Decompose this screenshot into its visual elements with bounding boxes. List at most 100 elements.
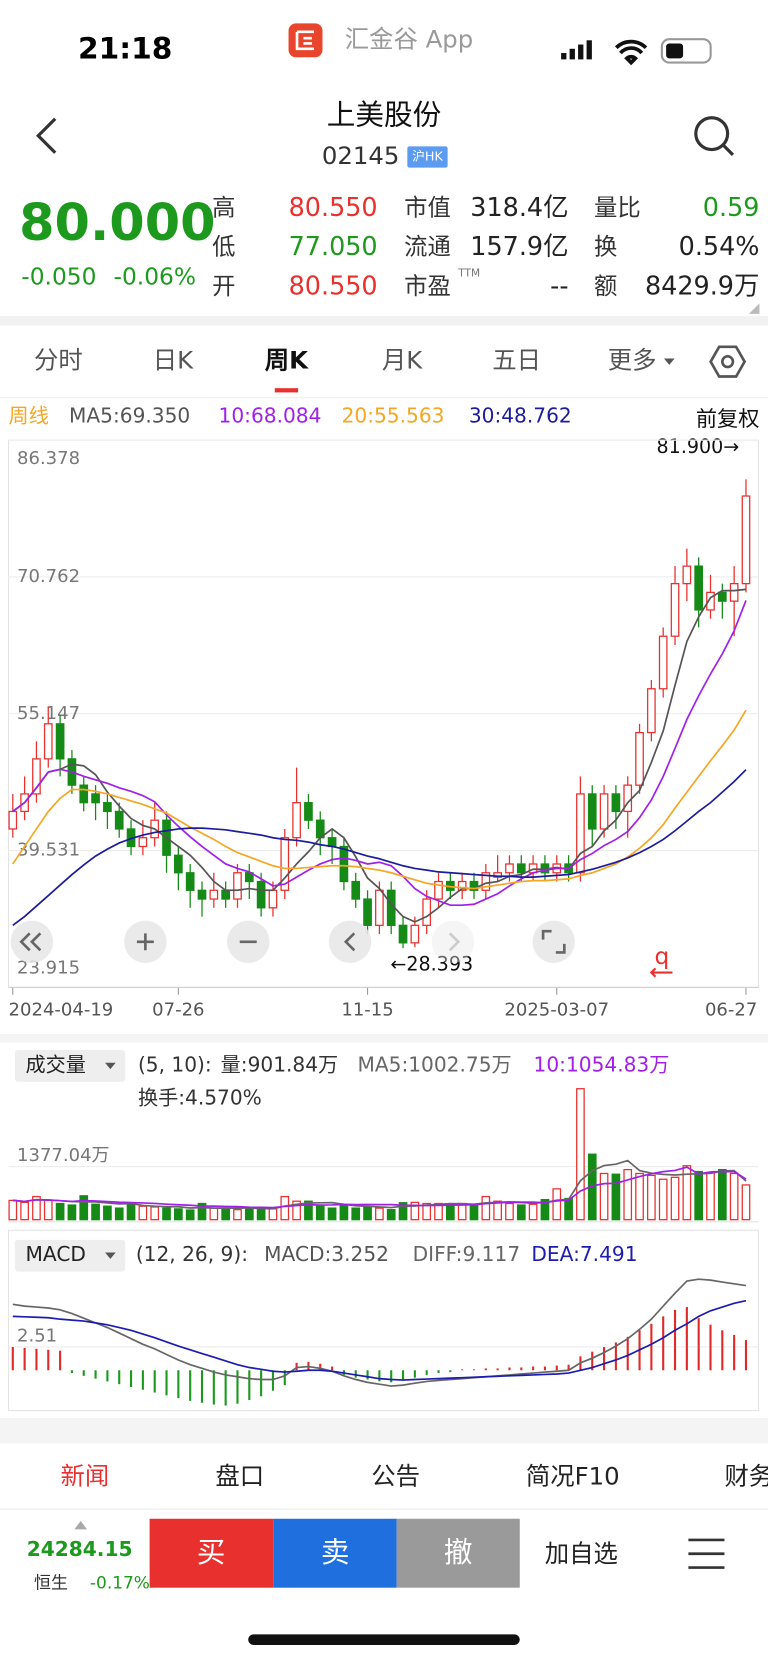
home-indicator: [248, 1634, 520, 1645]
volume-bar: [682, 1165, 692, 1221]
signal-icon: [561, 40, 592, 60]
news-tabs: 新闻 盘口 公告 简况F10 财务: [61, 1461, 768, 1490]
news-tab[interactable]: 新闻: [61, 1461, 110, 1490]
news-tab[interactable]: 财务: [724, 1461, 768, 1490]
period-tab[interactable]: 五日: [492, 346, 541, 375]
volume-bar: [445, 1205, 455, 1221]
volume-bar: [398, 1202, 408, 1221]
period-tab[interactable]: 日K: [153, 346, 194, 375]
volume-bar: [292, 1200, 301, 1221]
price-change-pct: -0.06%: [114, 262, 197, 290]
volume-bar: [43, 1199, 53, 1221]
volume-bar: [20, 1201, 29, 1221]
candle-body: [682, 565, 692, 585]
candle-body: [304, 802, 313, 821]
sell-button[interactable]: [273, 1518, 397, 1588]
candle-body: [587, 793, 597, 830]
index-value: 24284.15: [27, 1537, 133, 1561]
stock-name: 上美股份: [327, 98, 442, 132]
candle-body: [32, 758, 41, 795]
period-tab[interactable]: 月K: [382, 346, 423, 375]
volume-bar: [564, 1197, 573, 1221]
x-tick-label: 2024-04-19: [9, 1000, 114, 1021]
volume-bar: [706, 1172, 715, 1221]
settings-dot: [721, 355, 735, 369]
volume-bar: [516, 1204, 526, 1221]
candle-body: [717, 591, 727, 602]
macd-chart: 2.51: [8, 1278, 759, 1406]
y-tick-label: 86.378: [17, 448, 80, 469]
volume-bar: [623, 1168, 633, 1221]
stock-code: 02145: [322, 141, 400, 170]
line-legend: 10:68.084: [219, 403, 322, 427]
x-tick-label: 06-27: [705, 1000, 757, 1021]
battery-level: [666, 43, 684, 59]
period-tabs: 分时 日K 周K 月K 五日 更多: [34, 346, 657, 393]
period-tab[interactable]: 更多: [608, 346, 657, 375]
settings-button[interactable]: [709, 345, 747, 378]
volume-bar: [244, 1207, 254, 1221]
stat-value: 157.9亿: [470, 232, 568, 262]
back-button[interactable]: [35, 117, 57, 154]
volume-bar: [8, 1199, 18, 1221]
x-tick-label: 11-15: [341, 1000, 393, 1021]
candle-body: [8, 810, 18, 830]
volume-bar: [457, 1202, 467, 1221]
candle-body: [197, 889, 207, 900]
wifi-icon: [614, 39, 648, 66]
candle-body: [280, 837, 290, 891]
indicator-line: [12, 1278, 747, 1387]
buy-button[interactable]: [149, 1518, 274, 1588]
app-icon-glyph: [295, 30, 315, 51]
index-arrow: [74, 1520, 88, 1530]
search-button[interactable]: [694, 116, 735, 156]
last-price: 80.000: [19, 194, 215, 253]
indicator-select[interactable]: [14, 1239, 126, 1272]
indicator-select[interactable]: [14, 1049, 126, 1082]
menu-button[interactable]: [688, 1538, 725, 1569]
period-tab[interactable]: 周K: [265, 346, 309, 375]
volume-bar: [67, 1204, 77, 1221]
news-tab[interactable]: 盘口: [215, 1461, 264, 1490]
low-annotation: ←28.393: [390, 953, 473, 976]
y-tick-label: 70.762: [17, 566, 80, 587]
candle-body: [729, 583, 739, 602]
news-tab[interactable]: 公告: [371, 1461, 420, 1490]
candle-body: [611, 793, 621, 813]
candle-body: [706, 591, 715, 611]
volume-bar: [528, 1203, 538, 1221]
fullscreen[interactable]: [532, 920, 575, 964]
candle-body: [670, 583, 680, 637]
line-legend: DEA:7.491: [531, 1242, 637, 1266]
news-tab[interactable]: 简况F10: [526, 1461, 620, 1490]
more-arrow: [663, 358, 675, 365]
scroll-left[interactable]: [328, 920, 372, 964]
period-tab[interactable]: 分时: [34, 346, 83, 375]
indicator-line: [12, 588, 747, 923]
volume-bar: [410, 1201, 420, 1221]
volume-bar: [422, 1202, 432, 1221]
candle-body: [55, 723, 65, 760]
macd-label: MACD: [26, 1242, 86, 1266]
line-legend: 10:1054.83万: [534, 1052, 670, 1076]
battery-icon: [660, 38, 712, 64]
volume-bar: [221, 1209, 231, 1221]
candle-body: [292, 802, 301, 839]
volume-bar: [79, 1195, 89, 1221]
volume-bar: [599, 1172, 609, 1221]
macd-params: (12, 26, 9):: [136, 1242, 248, 1266]
volume-bar: [741, 1184, 751, 1221]
volume-bar: [138, 1205, 148, 1221]
volume-bar: [304, 1200, 313, 1221]
index-name: 恒生: [34, 1572, 68, 1592]
volume-bar: [209, 1207, 219, 1221]
cancel-button[interactable]: [396, 1518, 520, 1588]
add-watchlist[interactable]: 加自选: [545, 1539, 618, 1568]
volume-bar: [375, 1207, 384, 1221]
scroll-right[interactable]: [431, 920, 475, 964]
candle-body: [410, 924, 420, 944]
volume-bar: [658, 1178, 668, 1221]
stat-label: 低: [212, 233, 235, 261]
volume-bar: [469, 1203, 479, 1221]
indicator-line: [12, 1166, 747, 1209]
